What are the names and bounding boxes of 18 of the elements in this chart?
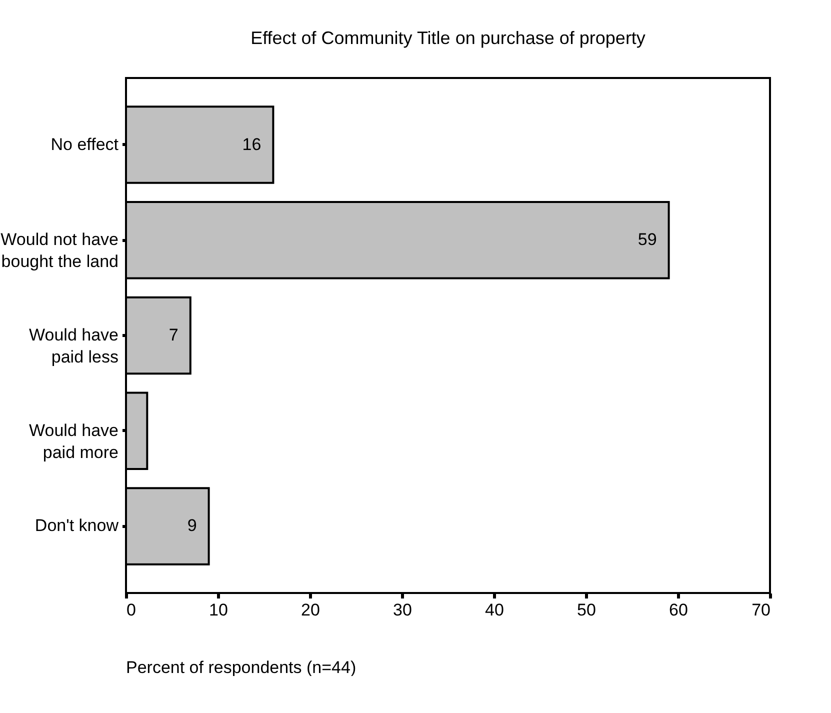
x-tick-label: 30 [393, 600, 412, 620]
data-label: 9 [187, 516, 197, 536]
y-tick-label: Would not have bought the land [0, 230, 118, 272]
data-label: 7 [168, 326, 178, 344]
y-tick-label: No effect [50, 134, 119, 154]
y-tick-label: Would have paid more [29, 420, 118, 462]
data-label: 16 [242, 134, 262, 154]
x-tick-label: 20 [301, 600, 320, 620]
chart-title: Effect of Community Title on purchase of property [250, 28, 646, 48]
x-tick-label: 0 [126, 600, 136, 620]
x-tick-label: 10 [209, 600, 228, 620]
y-tick-label: Would have paid less [29, 326, 118, 366]
x-tick-label: 50 [577, 600, 596, 620]
data-label: 59 [638, 230, 657, 250]
x-tick-label: 40 [485, 600, 504, 620]
y-tick-label: Don't know [34, 516, 120, 536]
x-tick-label: 70 [752, 600, 770, 620]
x-tick-label: 60 [669, 600, 688, 620]
